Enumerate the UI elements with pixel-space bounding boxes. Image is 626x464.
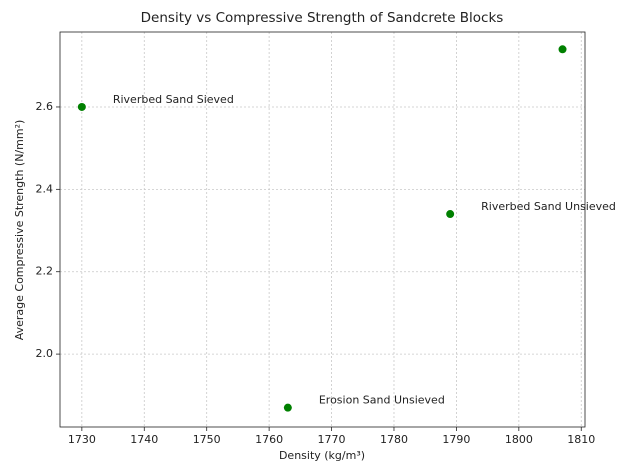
point-label: Riverbed Sand Unsieved: [481, 200, 616, 213]
y-tick-label: 2.0: [36, 347, 54, 360]
y-tick-label: 2.2: [36, 265, 54, 278]
point-label: Erosion Sand Unsieved: [319, 394, 445, 407]
point: [77, 102, 86, 111]
x-tick-label: 1730: [68, 433, 96, 446]
y-tick-label: 2.4: [36, 182, 54, 195]
x-tick-label: 1790: [442, 433, 470, 446]
x-tick-label: 1750: [193, 433, 221, 446]
x-tick-label: 1800: [505, 433, 533, 446]
x-tick-label: 1740: [130, 433, 158, 446]
point: [283, 403, 292, 412]
point: [446, 210, 455, 219]
plot-frame: [59, 31, 586, 428]
point-label: Riverbed Sand Sieved: [113, 93, 234, 106]
x-tick-label: 1810: [567, 433, 595, 446]
x-tick-label: 1780: [380, 433, 408, 446]
x-tick-label: 1770: [318, 433, 346, 446]
x-axis-label: Density (kg/m³): [279, 449, 365, 462]
x-tick-label: 1760: [255, 433, 283, 446]
point: [558, 45, 567, 54]
chart-title: Density vs Compressive Strength of Sandc…: [141, 10, 504, 26]
y-tick-label: 2.6: [36, 100, 54, 113]
y-axis-label: Average Compressive Strength (N/mm²): [13, 120, 26, 341]
